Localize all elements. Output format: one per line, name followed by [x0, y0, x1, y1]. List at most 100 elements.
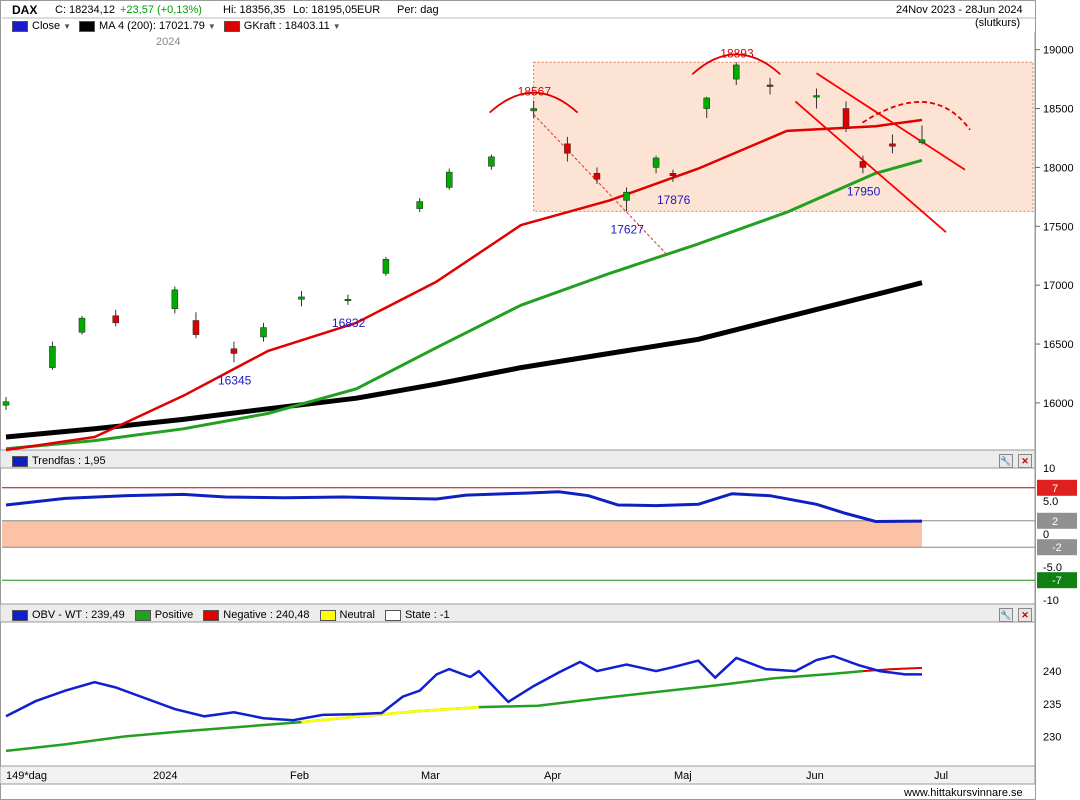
month-apr: Apr: [544, 770, 562, 782]
legend-neutral[interactable]: Neutral: [339, 609, 375, 621]
candle-body-24: [842, 108, 850, 129]
gkraft-dropdown-icon[interactable]: ▼: [332, 21, 341, 31]
candle-body-4: [171, 289, 179, 309]
tf-tick-label-10: 10: [1043, 463, 1055, 475]
y-tick-label-18500: 18500: [1043, 104, 1074, 116]
trendfas-label[interactable]: Trendfas : 1,95: [32, 455, 106, 467]
channel-lower: [794, 100, 947, 233]
candle-body-19: [669, 173, 677, 176]
candle-body-27: [918, 139, 926, 143]
ma-line-red: [5, 118, 923, 452]
candle-body-20: [703, 97, 710, 109]
candle-body-17: [623, 191, 630, 201]
symbol-label: DAX: [12, 3, 38, 17]
obv-swatch: [12, 609, 28, 621]
candle-body-14: [530, 108, 537, 112]
obv-close-icon[interactable]: ✕: [1018, 608, 1032, 622]
positive-swatch: [134, 609, 151, 621]
tf-level-text--2: -2: [1052, 542, 1062, 554]
time-axis-bar: [0, 765, 1036, 785]
month-feb: Feb: [290, 770, 309, 782]
candle-body-23: [813, 95, 820, 98]
legend-ma200[interactable]: MA 4 (200): 17021.79: [99, 20, 205, 32]
candle-body-11: [416, 201, 423, 209]
tf-level-text-2: 2: [1052, 516, 1058, 528]
consolidation-zone: [533, 61, 1034, 212]
high-value: Hi: 18356,35: [223, 4, 286, 16]
negative-swatch: [203, 609, 220, 621]
projected-arc: [861, 101, 971, 131]
trendfas-neutral-band: [2, 520, 922, 548]
trendfas-legend: Trendfas : 1,95: [12, 454, 106, 468]
tf-level-badge-7: [1037, 479, 1077, 496]
ma200-dropdown-icon[interactable]: ▼: [207, 21, 216, 31]
tf-level-badge-2: [1037, 512, 1077, 529]
candle-body-26: [889, 143, 896, 147]
y-tick-label-16500: 16500: [1043, 339, 1074, 351]
trendfas-close-icon[interactable]: ✕: [1018, 454, 1032, 468]
obv-legend: OBV - WT : 239,49 Positive Negative : 24…: [12, 608, 450, 622]
month-jun: Jun: [806, 770, 824, 782]
y-tick-label-17000: 17000: [1043, 280, 1074, 292]
candle-body-25: [859, 161, 867, 168]
candle-body-10: [382, 259, 390, 274]
candle-body-8: [298, 296, 305, 300]
candle-body-18: [652, 157, 660, 168]
obv-neutral-segment: [301, 705, 479, 724]
period-footer: 149*dag: [6, 770, 47, 782]
annotation-17950: 17950: [847, 184, 881, 198]
candle-body-7: [260, 327, 267, 338]
month-mar: Mar: [421, 770, 440, 782]
tf-level-badge--2: [1037, 539, 1077, 556]
candle-body-1: [49, 346, 56, 368]
annotation-18893: 18893: [720, 46, 754, 60]
price-type: (slutkurs): [975, 17, 1021, 29]
currency-label: EUR: [357, 4, 381, 16]
legend-close[interactable]: Close: [32, 20, 61, 32]
tf-tick-label--5: -5.0: [1043, 562, 1062, 574]
trendfas-titlebar: [0, 449, 1036, 469]
legend-positive[interactable]: Positive: [154, 609, 194, 621]
annotation-17876: 17876: [657, 193, 691, 207]
month-2024: 2024: [153, 770, 178, 782]
candle-body-21: [733, 64, 740, 80]
change-value: +23,57 (+0,13%): [120, 4, 202, 16]
y-tick-label-18000: 18000: [1043, 162, 1074, 174]
annotation-18567: 18567: [518, 85, 552, 99]
annotation-16832: 16832: [332, 316, 366, 330]
annotation-16345: 16345: [218, 373, 252, 387]
trendfas-swatch: [12, 455, 28, 467]
candle-body-15: [564, 143, 571, 154]
candle-body-2: [78, 317, 86, 333]
state-swatch: [384, 609, 401, 621]
candle-body-13: [488, 156, 495, 167]
tf-level-text--7: -7: [1052, 575, 1062, 587]
y-tick-label-16000: 16000: [1043, 398, 1074, 410]
legend-state[interactable]: State : -1: [404, 609, 450, 621]
close-swatch: [12, 20, 28, 32]
legend-obv[interactable]: OBV - WT : 239,49: [32, 609, 125, 621]
watermark: www.hittakursvinnare.se: [904, 787, 1023, 799]
tf-tick-label-5: 5.0: [1043, 496, 1058, 508]
legend-gkraft[interactable]: GKraft : 18403.11: [243, 20, 330, 32]
date-range: 24Nov 2023 - 28Jun 2024: [896, 4, 1023, 16]
obv-line: [5, 654, 922, 722]
close-value: C: 18234,12: [55, 4, 115, 16]
arc-18893: [691, 53, 781, 75]
tf-level-text-7: 7: [1052, 483, 1058, 495]
trendfas-settings-icon[interactable]: 🔧: [999, 454, 1013, 468]
low-value: Lo: 18195,05: [293, 4, 358, 16]
obv-settings-icon[interactable]: 🔧: [999, 608, 1013, 622]
close-dropdown-icon[interactable]: ▼: [63, 21, 72, 31]
tf-tick-label--10: -10: [1043, 595, 1059, 607]
ma-line-green: [5, 158, 923, 451]
year-label: 2024: [156, 36, 181, 48]
candle-body-3: [112, 315, 120, 324]
legend-negative[interactable]: Negative : 240,48: [223, 609, 310, 621]
y-tick-label-19000: 19000: [1043, 45, 1074, 57]
candle-body-22: [766, 84, 774, 87]
month-maj: Maj: [674, 770, 692, 782]
neutral-swatch: [319, 609, 336, 621]
annotation-17627: 17627: [611, 222, 645, 236]
